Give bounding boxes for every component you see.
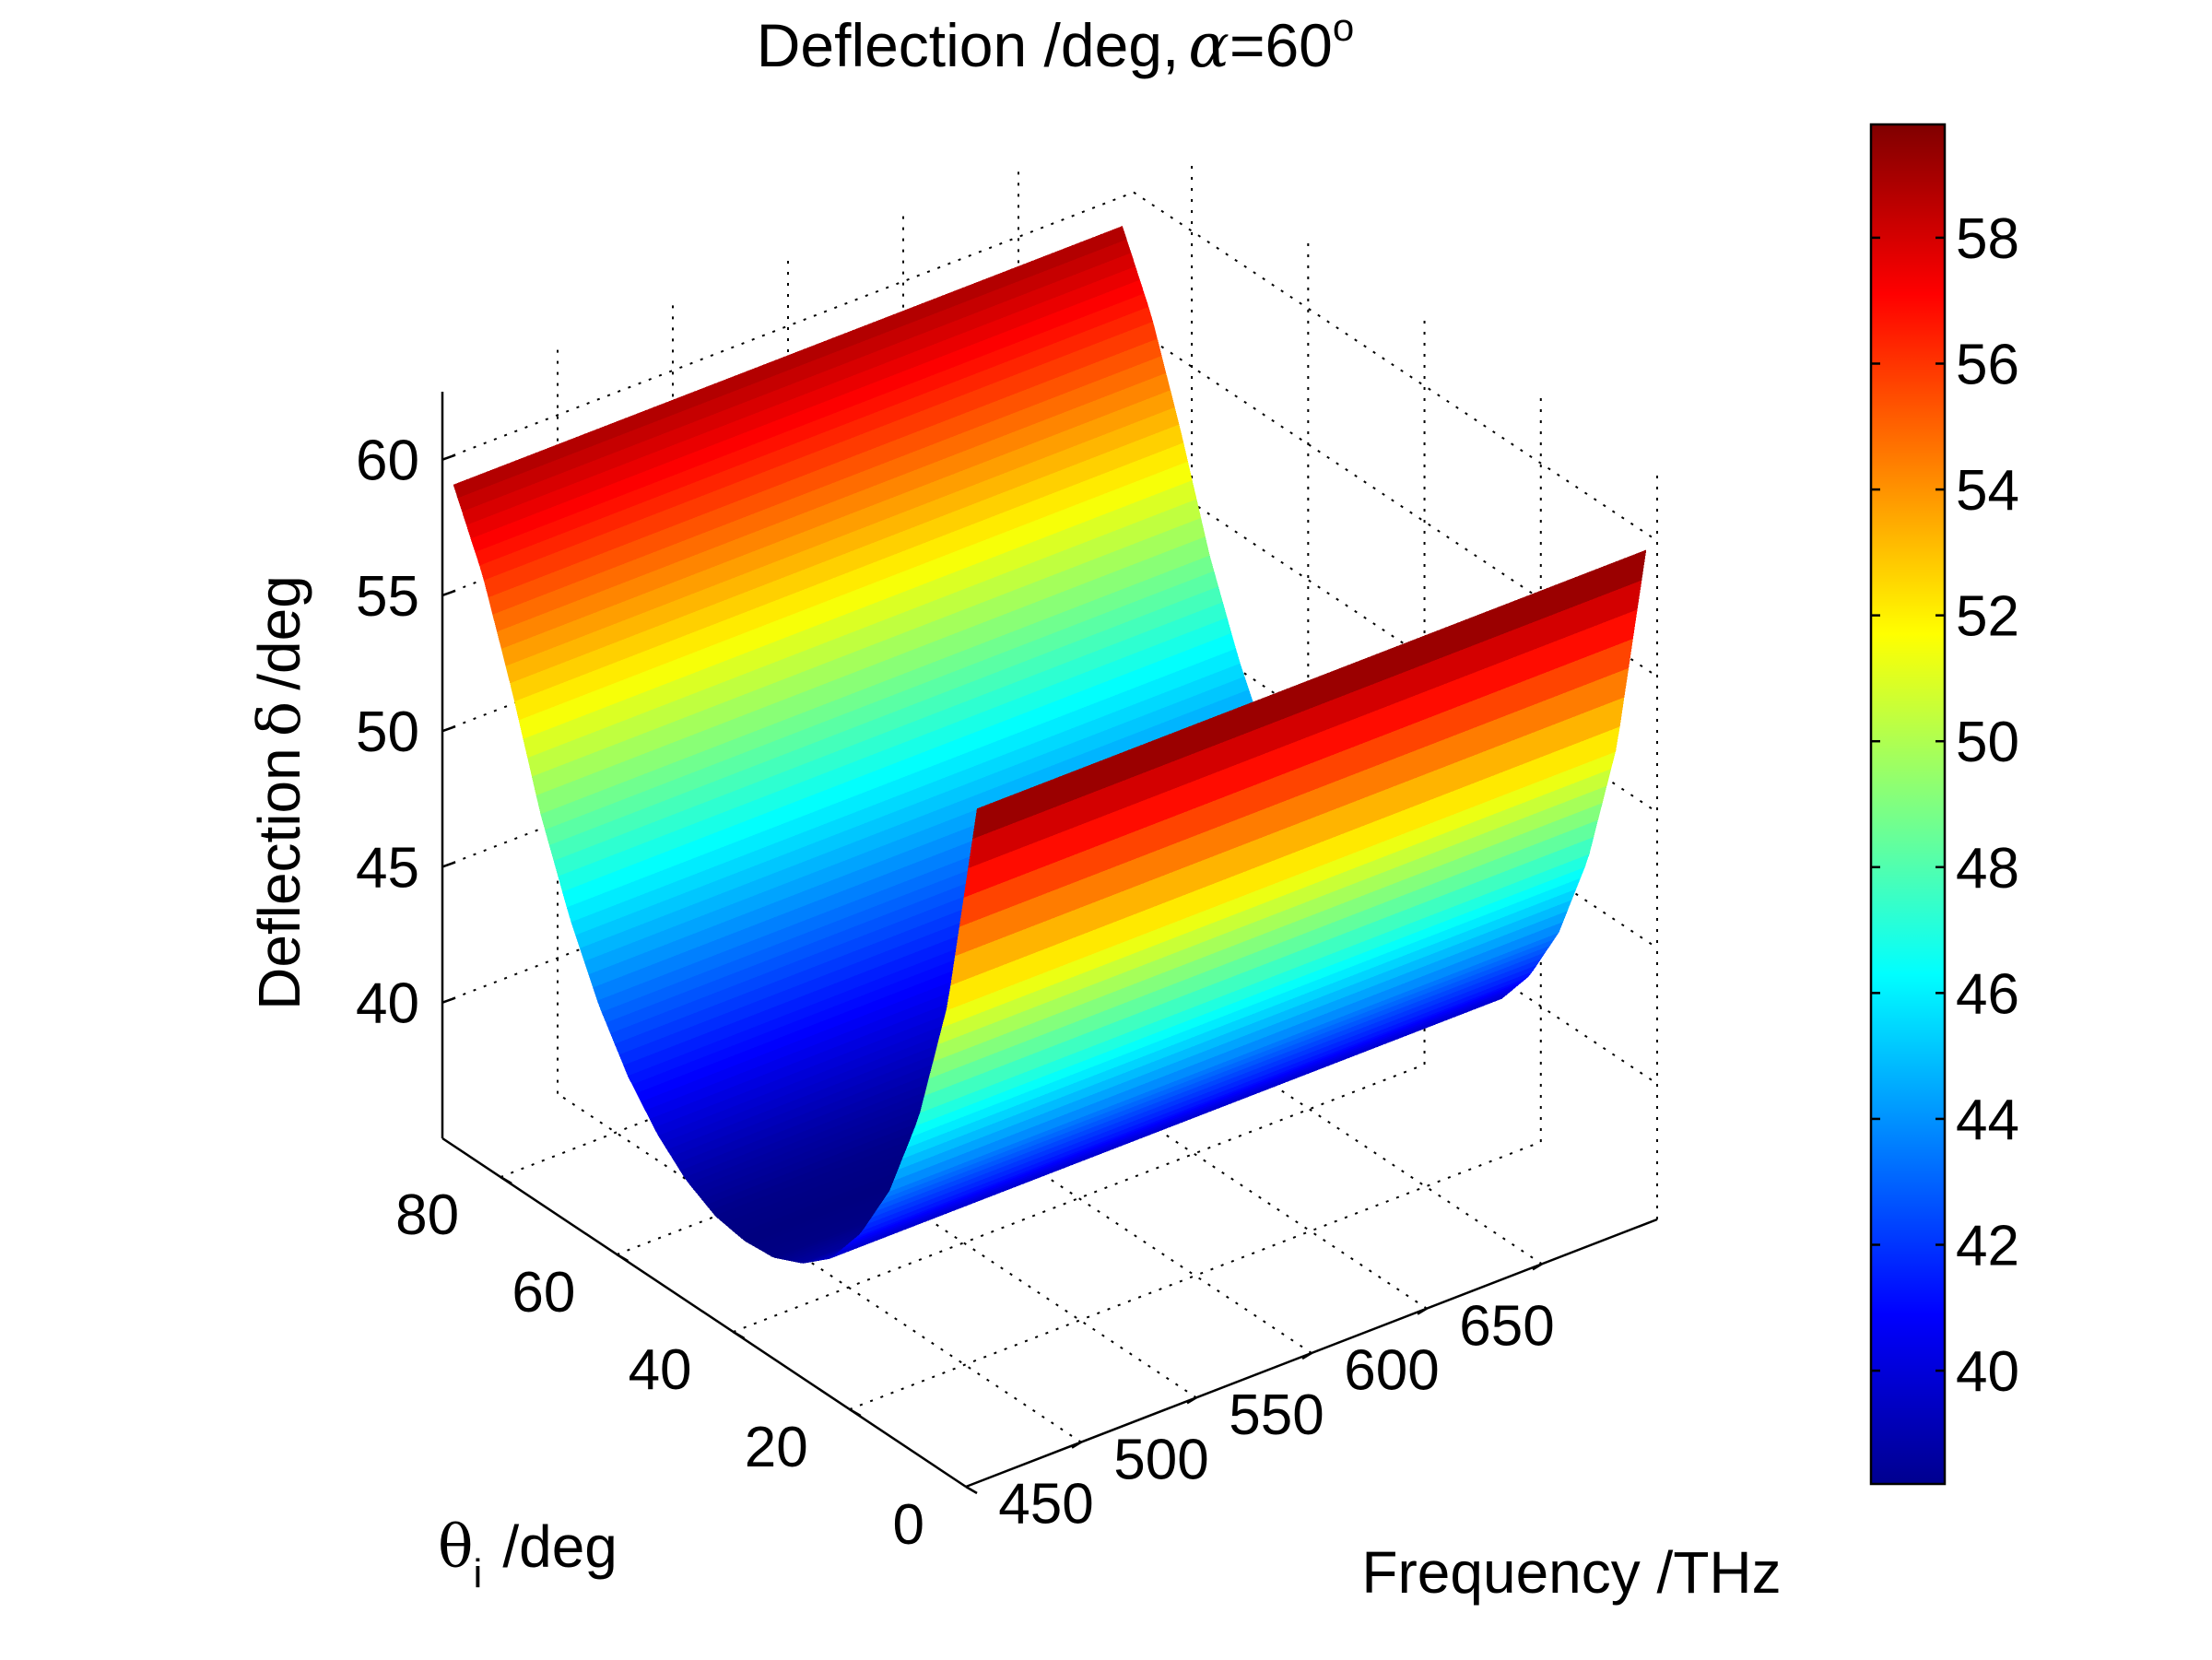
y-tick-label: 60 [512,1261,575,1324]
x-tick-label: 650 [1459,1294,1554,1358]
y-tick-mark [965,1485,978,1495]
y-tick-label: 20 [745,1416,808,1479]
x-tick-label: 450 [998,1473,1093,1536]
colorbar-tick-label: 40 [1956,1340,2019,1404]
y-tick-label: 40 [629,1338,692,1402]
colorbar-tick-label: 54 [1956,459,2019,523]
z-axis-label: Deflectionδ/deg [246,575,314,1010]
z-tick-mark [441,453,456,461]
z-tick-label: 40 [356,972,419,1036]
colorbar-tick-label: 58 [1956,207,2019,271]
colorbar-tick-label: 52 [1956,585,2019,649]
colorbar-ticks: 40 42 44 46 48 50 52 54 56 58 [1871,207,2019,1404]
z-tick-label: 55 [356,565,419,629]
z-tick-mark [441,996,456,1004]
x-tick-mark [1417,1307,1428,1315]
z-tick-mark [441,725,456,733]
grid-line-floor-y [500,909,1193,1178]
x-tick-mark [1186,1396,1197,1405]
grid-line-back-z [441,734,1135,1004]
z-tick-mark [441,589,456,597]
x-axis-label: Frequency /THz [1361,1539,1781,1606]
x-tick-label: 550 [1229,1383,1324,1447]
y-axis-label: θi/deg [438,1513,618,1596]
colorbar-tick-label: 44 [1956,1089,2019,1152]
axis-layer [441,392,1658,1495]
grid-line-floor-y [733,1064,1425,1333]
surface-strip [972,549,1647,840]
colorbar-tick-label: 50 [1956,711,2019,774]
grid-line-floor-y [849,1141,1542,1410]
colorbar-box [1869,123,1947,1486]
y-tick-mark [616,1253,629,1263]
y-tick-mark [732,1330,746,1340]
z-tick-label: 60 [356,430,419,493]
x-tick-label: 500 [1113,1428,1208,1491]
grid-line-side-z [1133,191,1658,542]
colorbar-tick-label: 56 [1956,333,2019,396]
z-tick-mark [441,861,456,868]
x-tick-mark [1301,1351,1312,1360]
colorbar-tick-label: 46 [1956,962,2019,1026]
y-tick-mark [849,1407,862,1418]
z-tick-label: 50 [356,700,419,764]
y-tick-label: 0 [893,1493,924,1557]
x-tick-mark [1532,1263,1543,1271]
grid-line-back-z [441,191,1135,461]
chart-title: Deflection /deg, α=60o [757,6,1355,81]
x-tick-label: 600 [1344,1339,1439,1403]
z-tick-label: 45 [356,836,419,900]
tick-labels: 450 500 550 600 650 0 20 40 60 80 40 45 50 55 60 [356,430,1555,1557]
colorbar-tick-label: 42 [1956,1215,2019,1278]
y-tick-label: 80 [395,1183,459,1247]
y-axis-line [441,1136,967,1489]
colorbar-tick-label: 48 [1956,837,2019,901]
x-tick-mark [1071,1441,1082,1449]
y-tick-mark [500,1175,512,1185]
colorbar: 40 42 44 46 48 50 52 54 56 58 [1869,123,2019,1486]
surface-layer [453,226,1647,1264]
